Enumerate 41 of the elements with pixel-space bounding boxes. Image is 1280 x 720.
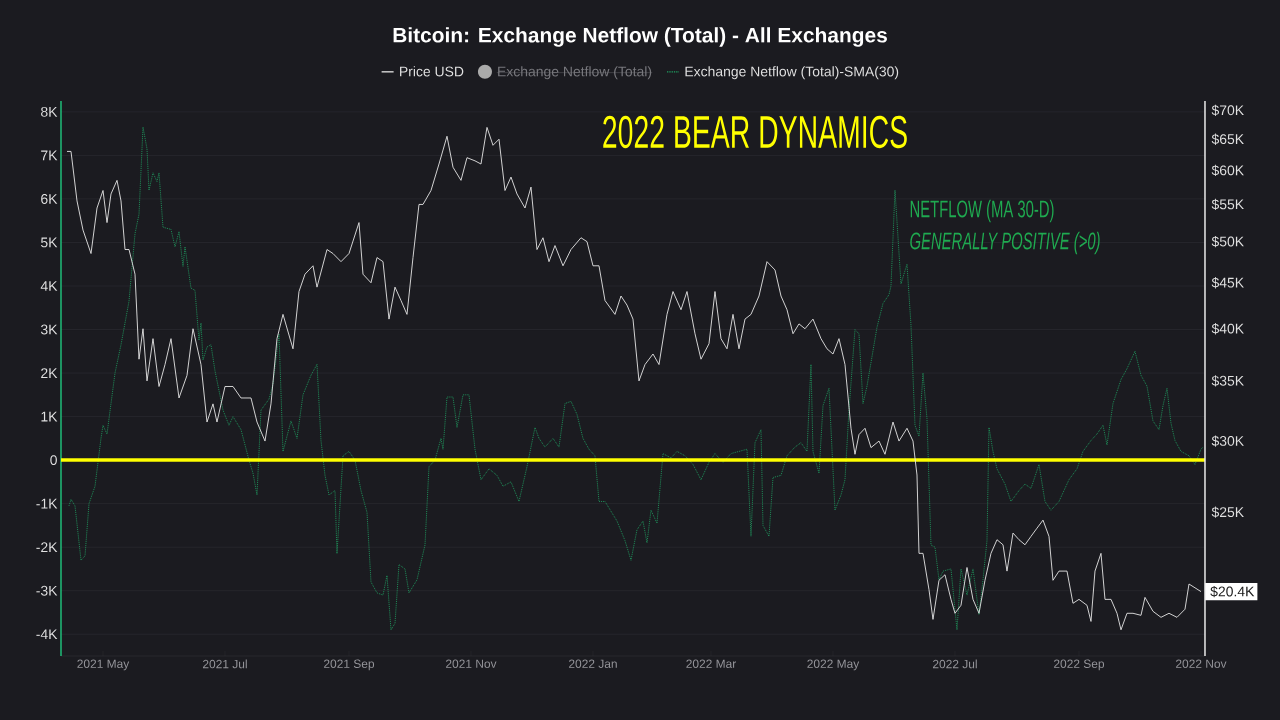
x-tick-label: 2022 Jul	[932, 659, 977, 669]
annotation: GENERALLY POSITIVE (>0)	[910, 231, 1100, 255]
y-tick-label: 7K	[41, 150, 58, 161]
legend-label: Price USD	[400, 66, 464, 77]
annotation: NETFLOW (MA 30-D)	[910, 199, 1054, 223]
text: $20.4K	[1210, 585, 1255, 598]
y-tick-label: 0	[50, 455, 57, 466]
y-tick-label: -4K	[36, 629, 58, 640]
x-tick-label: 2022 Sep	[1053, 659, 1105, 671]
y-tick-label: -2K	[36, 542, 58, 553]
chart-title: Bitcoin: Exchange Netflow (Total) - All Exchanges	[393, 27, 887, 47]
y2-tick-label: $40K	[1211, 323, 1244, 335]
x-tick-label: 2022 Nov	[1175, 659, 1227, 668]
y-tick-label: -1K	[36, 498, 58, 509]
y2-tick-label: $55K	[1211, 198, 1244, 211]
x-tick-label: 2022 May	[807, 659, 860, 671]
y2-tick-label: $70K	[1211, 104, 1244, 116]
x-tick-label: 2021 Jul	[202, 659, 247, 669]
y-tick-label: 6K	[41, 193, 58, 204]
x-tick-label: 2021 Sep	[323, 659, 375, 671]
y2-tick-label: $60K	[1211, 164, 1244, 177]
annotation: 2022 BEAR DYNAMICS	[603, 115, 907, 149]
y2-tick-label: $65K	[1211, 133, 1244, 145]
y2-tick-label: $35K	[1211, 375, 1244, 387]
text: Exchange Netflow (Total)	[498, 66, 652, 80]
y-tick-label: 2K	[41, 368, 58, 378]
y-tick-label: 4K	[40, 281, 58, 291]
y-tick-label: -3K	[36, 585, 58, 596]
y-tick-label: 5K	[40, 237, 58, 248]
legend-label: Exchange Netflow (Total)-SMA(30)	[685, 66, 899, 80]
y2-tick-label: $45K	[1211, 277, 1244, 289]
x-tick-label: 2022 Mar	[686, 659, 737, 668]
y2-tick-label: $30K	[1211, 435, 1244, 447]
x-tick-label: 2021 May	[77, 659, 130, 671]
y-tick-label: 1K	[41, 411, 58, 422]
x-tick-label: 2022 Jan	[568, 659, 617, 668]
y2-tick-label: $50K	[1211, 235, 1244, 248]
y-tick-label: 3K	[40, 324, 58, 335]
x-tick-label: 2021 Nov	[446, 659, 497, 668]
y-tick-label: 8K	[41, 106, 58, 117]
y2-tick-label: $25K	[1211, 506, 1244, 518]
